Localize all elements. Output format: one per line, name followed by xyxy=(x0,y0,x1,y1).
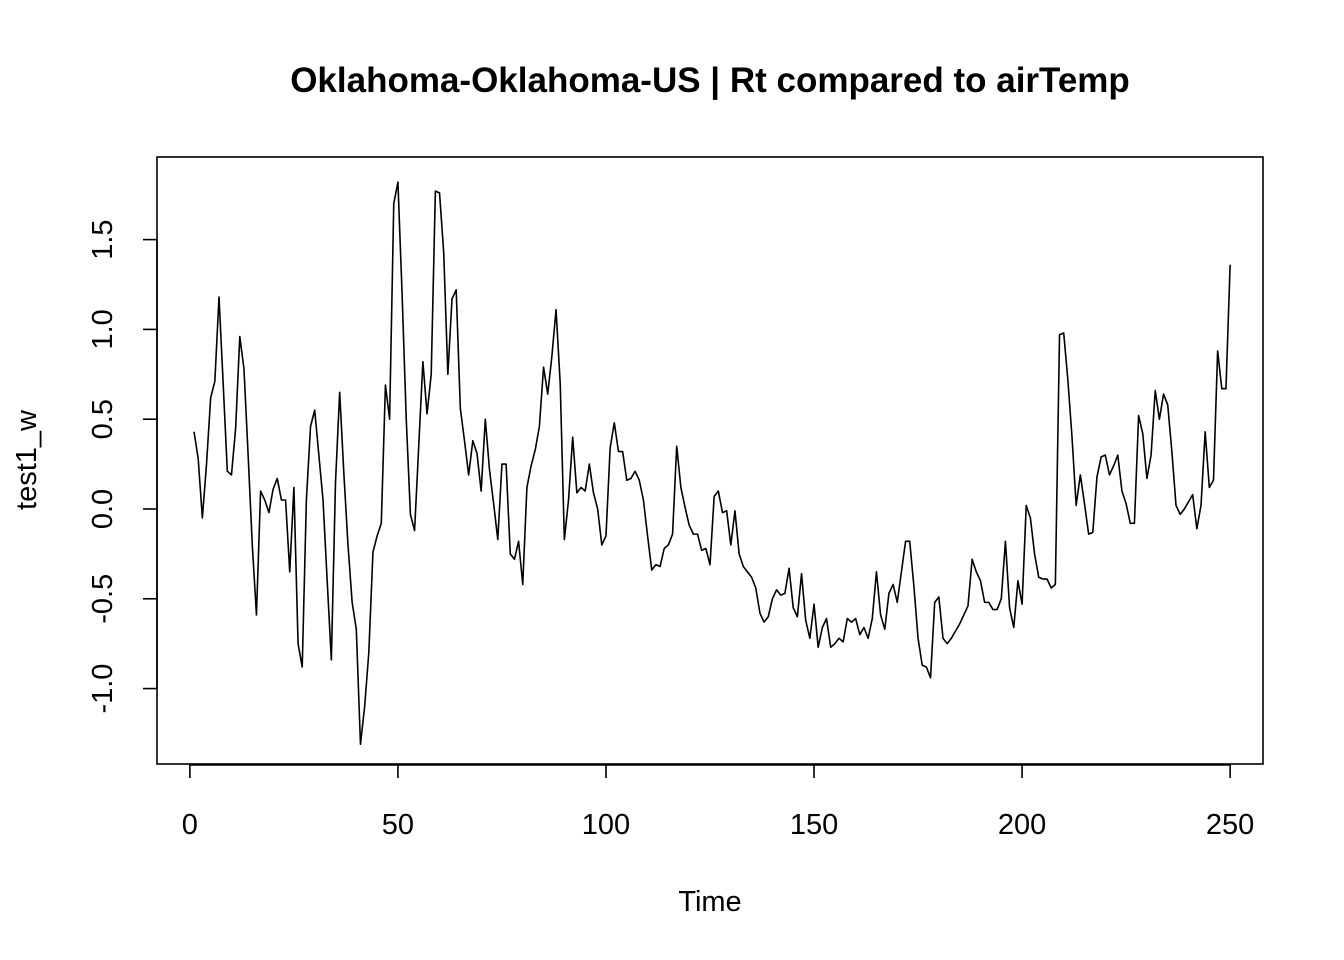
y-tick-label: 1.0 xyxy=(87,309,119,349)
x-axis: 0 50 100 150 200 250 xyxy=(182,764,1254,841)
y-tick-label: -1.0 xyxy=(87,664,119,714)
x-tick-label: 150 xyxy=(790,809,838,841)
y-tick-label: 1.5 xyxy=(87,219,119,259)
x-tick-label: 200 xyxy=(998,809,1046,841)
y-tick-label: -0.5 xyxy=(87,574,119,624)
y-tick-label: 0.0 xyxy=(87,489,119,529)
plot-frame xyxy=(156,156,1264,765)
x-tick-label: 50 xyxy=(382,809,414,841)
y-tick-label: 0.5 xyxy=(87,399,119,439)
series-line xyxy=(193,181,1231,746)
y-axis-label: test1_w xyxy=(11,409,43,510)
x-tick-label: 100 xyxy=(582,809,630,841)
x-tick-label: 0 xyxy=(182,809,198,841)
chart-title: Oklahoma-Oklahoma-US | Rt compared to ai… xyxy=(290,61,1130,100)
x-axis-label: Time xyxy=(678,886,741,918)
y-axis: -1.0 -0.5 0.0 0.5 1.0 1.5 xyxy=(87,219,158,714)
x-tick-label: 250 xyxy=(1206,809,1254,841)
